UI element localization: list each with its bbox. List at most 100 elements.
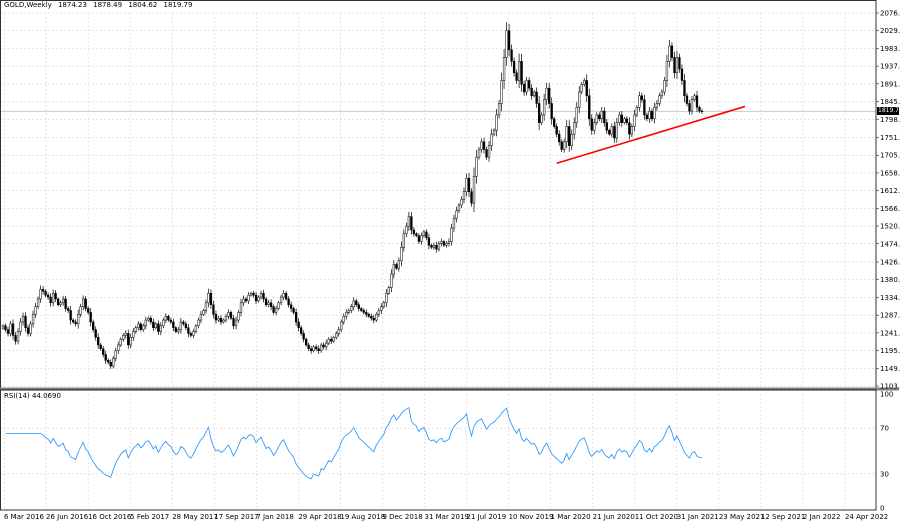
candle <box>638 91 641 112</box>
candle <box>350 303 353 314</box>
candle <box>179 317 183 334</box>
candle <box>362 308 365 315</box>
candle <box>532 90 536 98</box>
candle <box>6 326 10 337</box>
candle <box>162 317 165 329</box>
candle <box>450 223 453 246</box>
y-tick-label: 1380.20 <box>880 276 900 284</box>
candle <box>234 316 238 330</box>
rsi-tick-label: 0 <box>880 505 884 513</box>
candle <box>9 320 12 337</box>
candle <box>16 328 20 345</box>
candle <box>237 309 240 323</box>
high-value: 1878.49 <box>93 1 123 9</box>
candle <box>182 320 185 326</box>
y-tick-label: 1658.80 <box>880 169 900 177</box>
pane-separator[interactable] <box>0 387 899 391</box>
candle <box>310 345 313 354</box>
candle <box>187 324 190 338</box>
rsi-pane-border <box>0 389 877 511</box>
candle <box>217 316 220 323</box>
candle <box>492 128 496 137</box>
candle <box>495 109 498 137</box>
candle <box>194 324 198 334</box>
y-tick-label: 1520.20 <box>880 223 900 231</box>
candle <box>452 214 456 232</box>
x-tick-label: 11 Oct 2020 <box>635 513 678 521</box>
candle <box>144 316 147 330</box>
candle <box>320 342 323 353</box>
candle <box>517 53 521 89</box>
y-tick-label: 1751.20 <box>880 134 900 142</box>
candle <box>462 187 466 204</box>
candle <box>114 347 117 362</box>
candle <box>660 89 664 99</box>
y-tick-label: 1474.00 <box>880 240 900 248</box>
candle <box>207 288 210 308</box>
candle <box>505 22 508 66</box>
candle <box>645 112 649 122</box>
candle <box>630 123 633 138</box>
candle <box>317 345 320 354</box>
candle <box>94 326 97 341</box>
support-trendline[interactable] <box>556 105 746 165</box>
candle <box>127 329 130 349</box>
symbol-info: GOLD,Weekly 1874.23 1878.49 1804.62 1819… <box>4 1 196 9</box>
x-tick-label: 7 Jan 2018 <box>256 513 294 521</box>
candle <box>455 206 458 223</box>
candle <box>432 242 436 250</box>
y-tick-label: 1798.80 <box>880 116 900 124</box>
candle <box>685 92 689 107</box>
candle <box>355 298 358 307</box>
candle <box>365 309 368 318</box>
candle <box>227 309 230 320</box>
x-tick-label: 28 May 2017 <box>172 513 218 521</box>
candles <box>1 22 704 369</box>
low-value: 1804.62 <box>128 1 158 9</box>
candle <box>605 118 608 134</box>
candle <box>284 291 288 301</box>
candle <box>192 328 195 339</box>
candle <box>560 139 563 152</box>
candle <box>99 343 102 351</box>
candle <box>565 120 568 149</box>
candle <box>287 296 290 308</box>
candle <box>628 117 631 140</box>
x-tick-label: 21 Jun 2020 <box>593 513 635 521</box>
candle <box>157 320 160 336</box>
candle <box>580 82 583 95</box>
y-tick-label: 2076.00 <box>880 10 900 18</box>
candle <box>688 99 691 115</box>
candle <box>269 299 273 311</box>
candle <box>422 230 426 238</box>
y-tick-label: 1426.40 <box>880 259 900 267</box>
candle <box>387 285 390 295</box>
candle <box>335 331 338 340</box>
candle <box>204 299 208 314</box>
candle <box>442 239 446 247</box>
x-tick-label: 23 May 2021 <box>719 513 765 521</box>
candle <box>72 318 75 324</box>
x-tick-label: 2 Jan 2022 <box>803 513 841 521</box>
candle <box>618 111 621 126</box>
candle <box>613 121 616 143</box>
candle <box>382 300 385 309</box>
candle <box>247 292 250 304</box>
candle <box>535 87 538 108</box>
candle <box>470 188 473 207</box>
x-tick-label: 5 Feb 2017 <box>130 513 169 521</box>
candle <box>169 317 173 325</box>
candle <box>139 322 142 332</box>
candle <box>11 319 15 340</box>
candle <box>402 229 406 252</box>
candle <box>112 356 115 369</box>
candle <box>132 327 135 341</box>
candle <box>573 117 576 140</box>
open-value: 1874.23 <box>57 1 87 9</box>
candle <box>19 317 22 336</box>
candle <box>578 86 581 114</box>
candle <box>212 300 215 319</box>
candle <box>515 69 518 84</box>
